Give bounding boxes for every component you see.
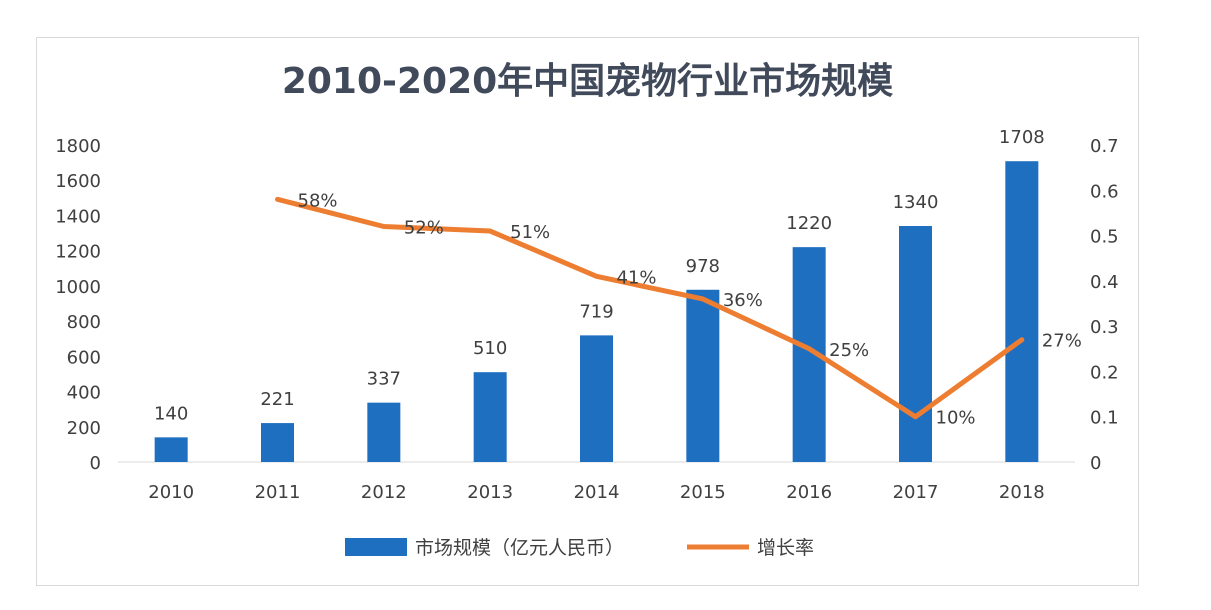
x-tick-label: 2016 xyxy=(786,482,832,503)
left-tick-label: 200 xyxy=(67,418,101,439)
left-tick-label: 1800 xyxy=(55,136,101,157)
rate-value-label: 25% xyxy=(829,340,869,361)
left-tick-label: 0 xyxy=(90,453,101,474)
left-tick-label: 1400 xyxy=(55,206,101,227)
x-axis: 2010 2011 2012 2013 2014 2015 2016 2017 2018 xyxy=(148,482,1044,503)
x-tick-label: 2011 xyxy=(255,482,301,503)
bar-2018 xyxy=(1005,161,1039,463)
bar-2012 xyxy=(367,402,401,462)
rate-value-label: 41% xyxy=(617,267,657,288)
left-tick-label: 600 xyxy=(67,347,101,368)
bar-value-label: 337 xyxy=(367,369,401,390)
rate-value-label: 36% xyxy=(723,290,763,311)
left-tick-label: 1000 xyxy=(55,277,101,298)
rate-value-label: 10% xyxy=(936,408,976,429)
rate-value-label: 52% xyxy=(404,218,444,239)
right-tick-label: 0.5 xyxy=(1090,227,1119,248)
right-axis: 0 0.1 0.2 0.3 0.4 0.5 0.6 0.7 xyxy=(1090,136,1119,474)
right-tick-label: 0.4 xyxy=(1090,272,1119,293)
legend-bar-label: 市场规模（亿元人民币） xyxy=(415,537,624,559)
rate-value-label: 58% xyxy=(298,190,338,211)
rate-value-label: 27% xyxy=(1042,331,1082,352)
right-tick-label: 0.6 xyxy=(1090,181,1119,202)
left-axis: 0 200 400 600 800 1000 1200 1400 1600 1800 xyxy=(55,136,101,474)
chart-frame xyxy=(36,37,1139,586)
bar-value-label: 978 xyxy=(686,256,720,277)
x-tick-label: 2014 xyxy=(574,482,620,503)
x-tick-label: 2017 xyxy=(893,482,939,503)
x-tick-label: 2013 xyxy=(467,482,513,503)
bar-value-label: 140 xyxy=(154,403,188,424)
x-tick-label: 2018 xyxy=(999,482,1045,503)
bar-2017 xyxy=(899,226,932,462)
bar-value-label: 221 xyxy=(260,389,294,410)
right-tick-label: 0.2 xyxy=(1090,362,1119,383)
bar-value-label: 1340 xyxy=(893,192,939,213)
legend-bar-swatch xyxy=(345,538,407,556)
rate-value-label: 51% xyxy=(510,222,550,243)
x-tick-label: 2012 xyxy=(361,482,407,503)
x-tick-label: 2015 xyxy=(680,482,726,503)
bar-data-labels: 140 221 337 510 719 978 1220 1340 1708 xyxy=(154,127,1045,424)
bar-2014 xyxy=(580,335,613,462)
left-tick-label: 1200 xyxy=(55,242,101,263)
legend-line-label: 增长率 xyxy=(757,537,814,559)
bar-2015 xyxy=(686,289,720,462)
x-tick-label: 2010 xyxy=(148,482,194,503)
left-tick-label: 800 xyxy=(67,312,101,333)
right-tick-label: 0.3 xyxy=(1090,317,1119,338)
growth-rate-line xyxy=(275,196,1025,420)
bar-value-label: 719 xyxy=(579,301,613,322)
right-tick-label: 0.1 xyxy=(1090,408,1119,429)
left-tick-label: 400 xyxy=(67,383,101,404)
bar-value-label: 510 xyxy=(473,338,507,359)
bar-value-label: 1708 xyxy=(999,127,1045,148)
bar-2010 xyxy=(154,437,188,462)
legend: 市场规模（亿元人民币） 增长率 xyxy=(345,537,814,559)
chart-title: 2010-2020年中国宠物行业市场规模 xyxy=(281,61,894,102)
bar-2011 xyxy=(261,423,294,462)
bar-value-label: 1220 xyxy=(786,213,832,234)
left-tick-label: 1600 xyxy=(55,171,101,192)
line-data-labels: 58% 52% 51% 41% 36% 25% 10% 27% xyxy=(298,190,1082,428)
right-tick-label: 0.7 xyxy=(1090,136,1119,157)
bar-2013 xyxy=(473,372,507,462)
right-tick-label: 0 xyxy=(1090,453,1101,474)
